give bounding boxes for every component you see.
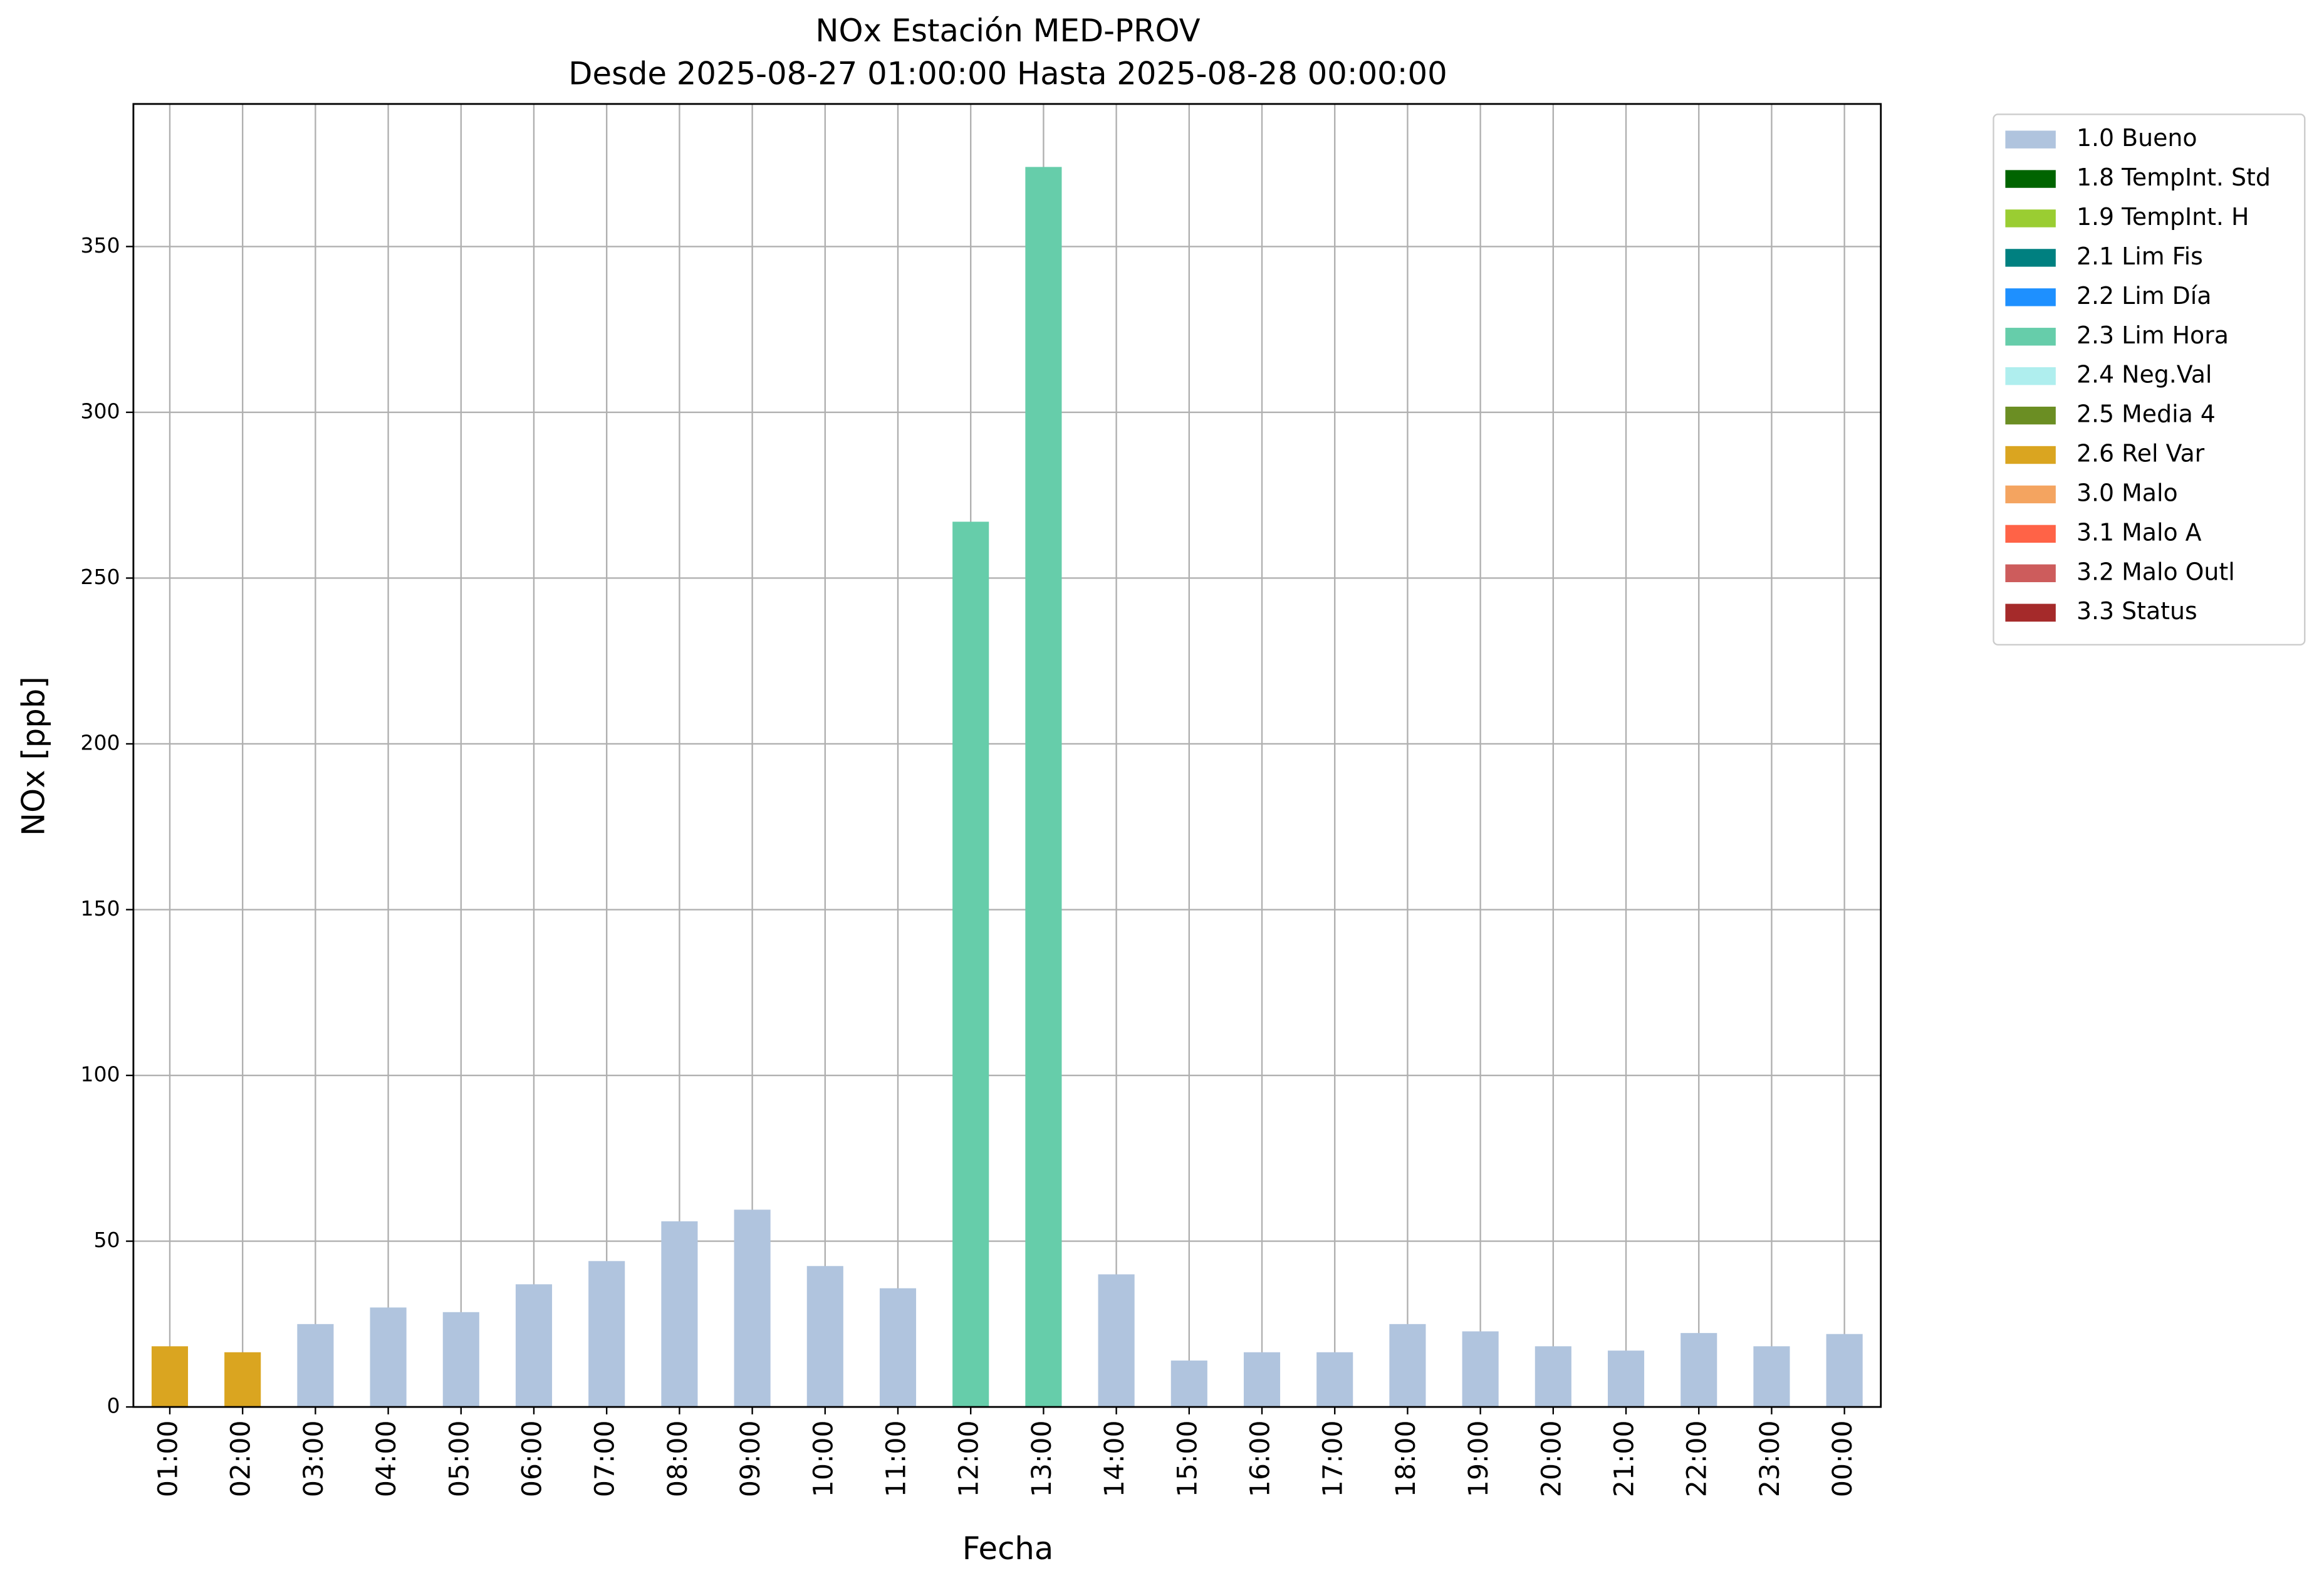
- legend-label: 3.3 Status: [2076, 597, 2197, 625]
- x-tick-label: 02:00: [226, 1420, 257, 1497]
- legend-swatch: [2005, 485, 2056, 504]
- bar: [806, 1266, 843, 1408]
- bar: [1098, 1274, 1135, 1408]
- x-tick-label: 21:00: [1609, 1420, 1640, 1497]
- x-tick-label: 20:00: [1536, 1420, 1567, 1497]
- x-tick-label: 06:00: [516, 1420, 548, 1497]
- legend-swatch: [2005, 209, 2056, 227]
- legend-label: 3.0 Malo: [2076, 479, 2178, 506]
- legend-label: 1.8 TempInt. Std: [2076, 164, 2271, 191]
- legend-label: 1.9 TempInt. H: [2076, 203, 2249, 231]
- bar: [1462, 1331, 1499, 1408]
- bar: [442, 1312, 479, 1408]
- bar: [1243, 1352, 1281, 1408]
- x-tick-label: 14:00: [1099, 1420, 1130, 1497]
- y-tick-label: 350: [80, 233, 120, 258]
- legend-label: 3.2 Malo Outl: [2076, 558, 2235, 585]
- legend-label: 2.2 Lim Día: [2076, 282, 2211, 310]
- legend-swatch: [2005, 249, 2056, 267]
- bar: [515, 1284, 553, 1408]
- legend-label: 2.4 Neg.Val: [2076, 361, 2212, 389]
- x-tick-label: 18:00: [1390, 1420, 1422, 1497]
- legend-label: 2.1 Lim Fis: [2076, 243, 2203, 270]
- x-tick-label: 04:00: [371, 1420, 402, 1497]
- bar: [1607, 1350, 1645, 1408]
- bar: [1025, 167, 1062, 1408]
- y-tick-label: 300: [80, 399, 120, 423]
- bar: [588, 1261, 625, 1408]
- bar: [151, 1346, 189, 1408]
- x-tick-label: 16:00: [1245, 1420, 1276, 1497]
- legend-swatch: [2005, 525, 2056, 543]
- x-axis-label: Fecha: [962, 1530, 1054, 1567]
- x-tick-label: 00:00: [1827, 1420, 1858, 1497]
- bar: [1826, 1334, 1863, 1408]
- x-tick-label: 19:00: [1463, 1420, 1494, 1497]
- x-tick-label: 15:00: [1172, 1420, 1203, 1497]
- y-tick-label: 100: [80, 1062, 120, 1087]
- legend-label: 2.6 Rel Var: [2076, 440, 2205, 468]
- legend-swatch: [2005, 564, 2056, 582]
- bar: [1535, 1346, 1571, 1408]
- chart-subtitle: Desde 2025-08-27 01:00:00 Hasta 2025-08-…: [568, 55, 1447, 91]
- legend-label: 2.5 Media 4: [2076, 400, 2216, 428]
- bar: [1170, 1361, 1207, 1408]
- legend-swatch: [2005, 367, 2056, 385]
- y-tick-label: 250: [80, 565, 120, 589]
- y-tick-label: 0: [107, 1394, 120, 1418]
- x-tick-label: 05:00: [444, 1420, 475, 1497]
- bar: [734, 1209, 771, 1408]
- y-tick-label: 200: [80, 730, 120, 755]
- x-tick-label: 23:00: [1754, 1420, 1786, 1497]
- y-axis-label: NOx [ppb]: [15, 676, 51, 836]
- x-tick-label: 07:00: [590, 1420, 621, 1497]
- y-tick-label: 150: [80, 896, 120, 921]
- legend-label: 1.0 Bueno: [2076, 124, 2197, 152]
- x-tick-label: 01:00: [152, 1420, 184, 1497]
- legend-swatch: [2005, 328, 2056, 346]
- bar: [297, 1324, 334, 1408]
- legend-label: 2.3 Lim Hora: [2076, 321, 2229, 349]
- bar: [1680, 1333, 1717, 1408]
- x-tick-label: 22:00: [1682, 1420, 1713, 1497]
- legend-swatch: [2005, 446, 2056, 464]
- bar: [661, 1221, 698, 1408]
- legend-swatch: [2005, 406, 2056, 425]
- x-tick-label: 09:00: [735, 1420, 766, 1497]
- x-tick-label: 12:00: [954, 1420, 985, 1497]
- legend-label: 3.1 Malo A: [2076, 518, 2202, 546]
- y-tick-label: 50: [93, 1228, 120, 1252]
- legend-box: [1993, 113, 2306, 645]
- plot-frame: [132, 103, 1882, 1408]
- legend-swatch: [2005, 170, 2056, 188]
- x-tick-label: 08:00: [662, 1420, 694, 1497]
- bar: [370, 1307, 407, 1408]
- bar: [879, 1288, 917, 1408]
- legend-swatch: [2005, 603, 2056, 622]
- bar: [952, 521, 989, 1408]
- chart-title: NOx Estación MED-PROV: [815, 13, 1200, 49]
- x-tick-label: 13:00: [1026, 1420, 1058, 1497]
- bar: [224, 1352, 261, 1408]
- x-tick-label: 10:00: [808, 1420, 839, 1497]
- bar: [1316, 1352, 1353, 1408]
- bar: [1753, 1346, 1790, 1408]
- bar: [1389, 1324, 1426, 1408]
- legend-swatch: [2005, 130, 2056, 149]
- x-tick-label: 03:00: [298, 1420, 330, 1497]
- legend-swatch: [2005, 288, 2056, 306]
- x-tick-label: 17:00: [1318, 1420, 1349, 1497]
- x-tick-label: 11:00: [881, 1420, 912, 1497]
